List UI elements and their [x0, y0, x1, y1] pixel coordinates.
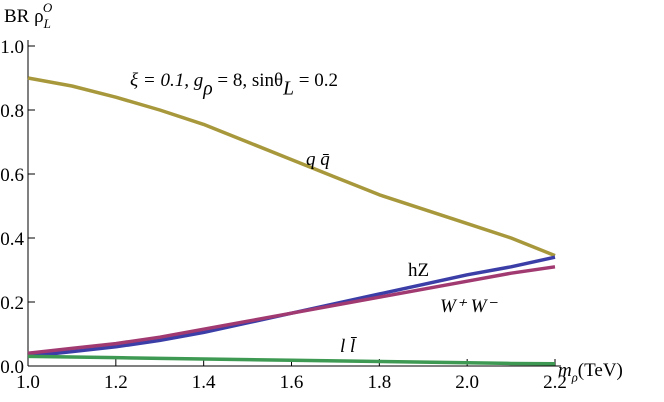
- annotation-part: ξ = 0.1, g: [130, 70, 203, 91]
- y-axis-label-part: BR ρ: [4, 6, 44, 27]
- x-axis-label-part: ρ: [571, 370, 578, 384]
- series-line: [27, 354, 556, 366]
- series-label: l l̄: [340, 336, 357, 357]
- x-tick-label: 1.0: [16, 372, 40, 393]
- x-axis-label-part: (TeV): [578, 360, 623, 381]
- annotation-part: ρ: [202, 78, 212, 99]
- x-tick-label: 2.2: [543, 372, 567, 393]
- annotation-part: = 0.2: [294, 70, 338, 91]
- x-tick-label: 1.2: [104, 372, 128, 393]
- annotation-part: = 8, sinθ: [213, 70, 284, 91]
- y-axis-label-part: O: [43, 0, 53, 15]
- annotation: ξ = 0.1, gρ = 8, sinθL = 0.2: [130, 70, 338, 99]
- annotation-part: L: [282, 78, 294, 99]
- y-tick-label: 0.0: [0, 357, 24, 378]
- y-tick-label: 0.2: [0, 293, 24, 314]
- x-axis-label-part: m: [558, 360, 572, 381]
- series-label: W⁺ W⁻: [440, 296, 498, 317]
- y-tick-label: 0.4: [0, 229, 24, 250]
- y-tick-label: 0.6: [0, 165, 24, 186]
- x-axis-label: mρ(TeV): [558, 360, 623, 384]
- y-tick-label: 1.0: [0, 37, 24, 58]
- series-label: q q̄: [306, 149, 330, 170]
- series-label: hZ: [408, 260, 429, 281]
- x-tick-label: 1.8: [367, 372, 391, 393]
- series-line: [27, 265, 556, 355]
- series-line: [27, 76, 556, 258]
- y-tick-label: 0.8: [0, 101, 24, 122]
- x-tick-label: 1.4: [192, 372, 216, 393]
- x-tick-label: 2.0: [455, 372, 479, 393]
- y-axis-label: BR ρLO: [4, 0, 53, 31]
- y-axis-label-part: L: [43, 16, 51, 31]
- x-tick-label: 1.6: [280, 372, 304, 393]
